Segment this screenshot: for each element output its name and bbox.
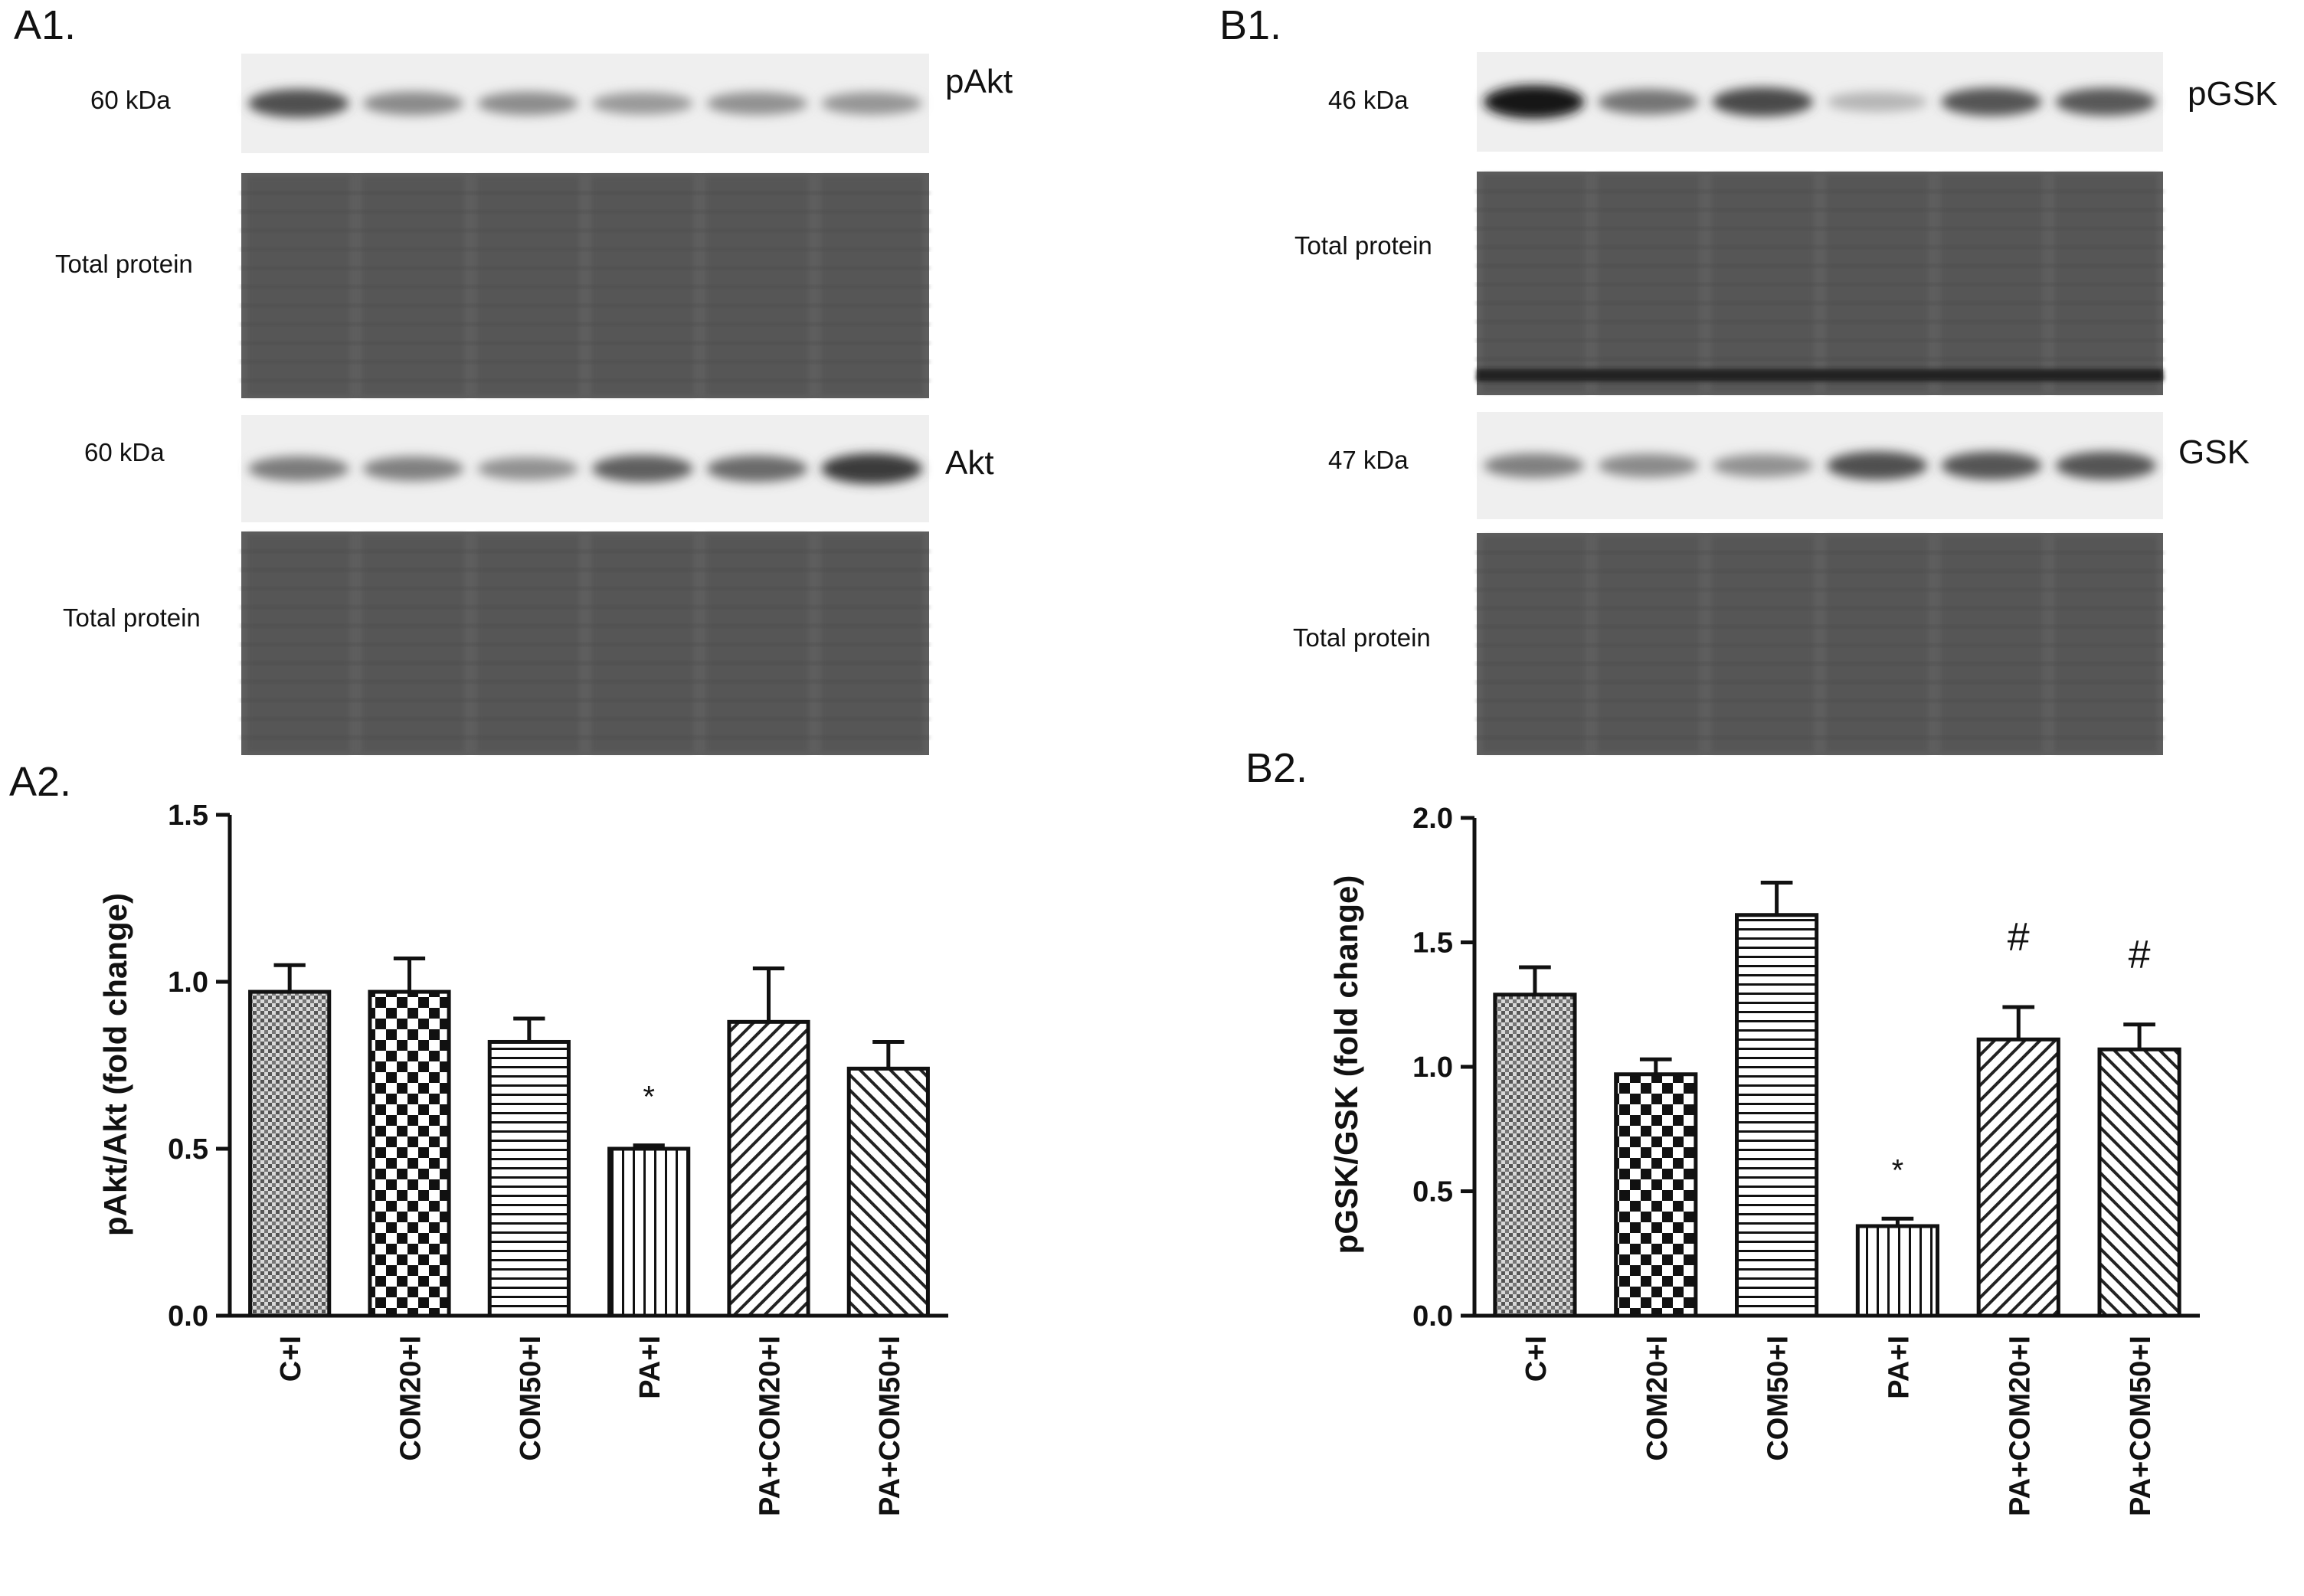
bar-0-5 — [846, 1066, 930, 1318]
a1-row3-kda: 60 kDa — [84, 438, 165, 466]
bar-0-4 — [727, 1019, 810, 1318]
a1-row3-name: Akt — [945, 444, 994, 482]
bar-1-3 — [1855, 1224, 1940, 1318]
a1-row1-name: pAkt — [945, 63, 1013, 100]
x-tick-label-0-2: COM50+I — [515, 1336, 547, 1461]
bar-1-4 — [1976, 1037, 2060, 1318]
annotation-0-3: * — [643, 1081, 655, 1114]
x-tick-label-0-4: PA+COM20+I — [754, 1336, 787, 1516]
x-tick-label-1-2: COM50+I — [1762, 1336, 1795, 1461]
y-tick-label-0-0: 0.0 — [168, 1300, 208, 1333]
y-tick-label-0-2: 1.0 — [168, 966, 208, 999]
a1-row1-kda: 60 kDa — [90, 86, 171, 114]
a1-row4-label: Total protein — [63, 603, 201, 632]
bar-1-1 — [1614, 1072, 1698, 1318]
bar-1-0 — [1493, 993, 1577, 1318]
b1-row1-name: pGSK — [2188, 75, 2278, 113]
panel-letter-a1: A1. — [14, 2, 77, 48]
chart-b2: 0.0 0.5 1.0 1.5 2.0 pGSK/GSK (fold change) C+I… — [1328, 803, 2200, 1516]
x-tick-label-0-5: PA+COM50+I — [874, 1336, 906, 1516]
annotation-1-3: * — [1892, 1153, 1904, 1187]
b1-row2-label: Total protein — [1294, 231, 1432, 260]
bar-0-3 — [607, 1146, 691, 1318]
y-tick-label-1-4: 2.0 — [1412, 803, 1453, 835]
x-tick-label-1-0: C+I — [1520, 1336, 1553, 1382]
b1-row3-name: GSK — [2178, 433, 2250, 471]
x-tick-label-0-0: C+I — [275, 1336, 307, 1382]
chart-a2: 0.0 0.5 1.0 1.5 pAkt/Akt (fold change) C+I COM… — [97, 800, 948, 1516]
y-axis-label-0: pAkt/Akt (fold change) — [97, 893, 133, 1236]
b1-row3-kda: 47 kDa — [1328, 446, 1409, 474]
x-tick-label-1-1: COM20+I — [1641, 1336, 1674, 1461]
x-tick-label-0-1: COM20+I — [395, 1336, 427, 1461]
bar-1-2 — [1734, 913, 1819, 1318]
x-tick-label-1-3: PA+I — [1883, 1336, 1915, 1399]
bar-1-5 — [2097, 1047, 2181, 1318]
panel-letter-b2: B2. — [1245, 745, 1308, 791]
y-tick-label-1-1: 0.5 — [1412, 1176, 1453, 1208]
y-tick-label-1-2: 1.0 — [1412, 1051, 1453, 1084]
b1-row1-kda: 46 kDa — [1328, 86, 1409, 114]
bar-0-0 — [248, 989, 332, 1318]
y-axis-label-1: pGSK/GSK (fold change) — [1328, 875, 1364, 1254]
y-tick-label-1-0: 0.0 — [1412, 1300, 1453, 1333]
annotation-1-5: # — [2129, 933, 2151, 977]
x-tick-label-1-4: PA+COM20+I — [2004, 1336, 2036, 1516]
panel-letter-b1: B1. — [1219, 2, 1282, 48]
x-tick-label-0-3: PA+I — [634, 1336, 666, 1399]
bar-0-2 — [487, 1039, 571, 1318]
x-tick-label-1-5: PA+COM50+I — [2125, 1336, 2157, 1516]
panel-letter-a2: A2. — [9, 759, 72, 805]
bar-0-1 — [368, 989, 451, 1318]
b1-row4-label: Total protein — [1293, 623, 1431, 652]
y-tick-label-0-1: 0.5 — [168, 1133, 208, 1166]
y-tick-label-1-3: 1.5 — [1412, 927, 1453, 960]
a1-row2-label: Total protein — [55, 250, 193, 278]
y-tick-label-0-3: 1.5 — [168, 800, 208, 832]
annotation-1-4: # — [2008, 915, 2030, 960]
